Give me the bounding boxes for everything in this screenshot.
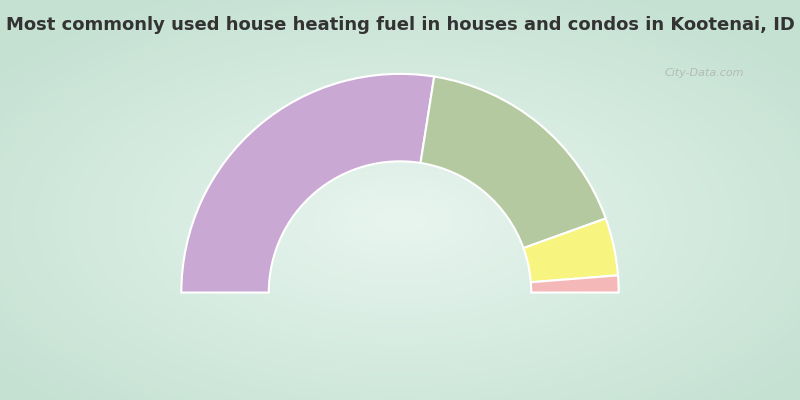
Wedge shape — [530, 275, 618, 292]
Wedge shape — [421, 76, 606, 248]
Text: City-Data.com: City-Data.com — [665, 68, 744, 78]
Wedge shape — [182, 74, 434, 292]
Wedge shape — [523, 218, 618, 282]
Text: Most commonly used house heating fuel in houses and condos in Kootenai, ID: Most commonly used house heating fuel in… — [6, 16, 794, 34]
